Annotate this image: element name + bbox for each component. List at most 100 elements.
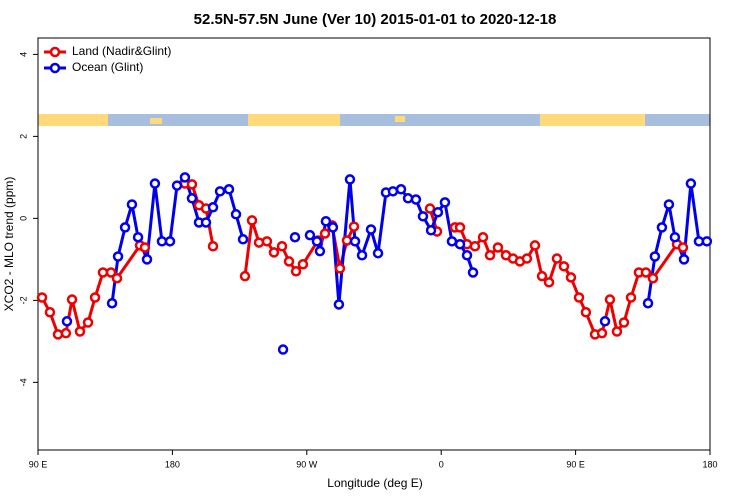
data-point xyxy=(304,229,316,241)
data-point xyxy=(246,215,258,226)
data-point xyxy=(551,253,563,264)
data-point xyxy=(268,247,280,258)
data-point xyxy=(424,203,436,214)
data-point xyxy=(52,329,64,340)
data-point xyxy=(283,256,295,267)
data-point xyxy=(599,316,611,327)
data-point xyxy=(536,270,548,282)
data-point xyxy=(701,236,713,247)
data-point xyxy=(276,241,288,252)
data-point xyxy=(469,241,481,252)
data-point xyxy=(484,250,496,261)
data-point xyxy=(311,236,323,247)
data-point xyxy=(111,272,123,284)
data-point xyxy=(348,221,360,232)
data-point xyxy=(669,231,681,243)
data-point xyxy=(611,326,623,337)
legend-label: Land (Nadir&Glint) xyxy=(72,44,171,58)
y-tick-label: -4 xyxy=(18,378,28,386)
data-point xyxy=(126,199,138,210)
data-point xyxy=(36,292,48,303)
data-point xyxy=(44,307,56,318)
y-tick-label: 4 xyxy=(18,52,28,57)
data-point xyxy=(200,217,212,228)
data-point xyxy=(618,317,630,328)
data-point xyxy=(164,236,176,247)
data-point xyxy=(454,238,466,250)
data-point xyxy=(521,253,533,264)
data-point xyxy=(604,294,616,305)
data-point xyxy=(289,231,301,243)
data-point xyxy=(314,245,326,257)
x-tick-label: 180 xyxy=(702,459,717,469)
data-point xyxy=(387,186,399,197)
data-point xyxy=(558,261,570,272)
data-point xyxy=(277,344,289,355)
data-point xyxy=(677,242,689,253)
data-point xyxy=(356,250,368,261)
data-point xyxy=(685,178,697,189)
x-tick-label: 90 E xyxy=(29,459,48,469)
y-tick-label: 0 xyxy=(18,216,28,221)
data-point xyxy=(74,326,86,337)
data-point xyxy=(344,174,356,185)
data-point xyxy=(349,236,361,247)
data-point xyxy=(141,254,153,265)
data-point xyxy=(290,266,302,277)
data-point xyxy=(207,241,219,252)
data-point xyxy=(372,247,384,259)
data-point xyxy=(341,235,353,246)
data-point xyxy=(186,193,198,204)
data-point xyxy=(156,236,168,247)
y-tick-label: -2 xyxy=(18,296,28,304)
data-point xyxy=(642,297,654,309)
x-tick-label: 90 E xyxy=(566,459,585,469)
data-point xyxy=(402,193,414,204)
x-tick-label: 0 xyxy=(439,459,444,469)
data-point xyxy=(237,234,249,245)
data-point xyxy=(207,202,219,213)
data-point xyxy=(647,272,659,284)
data-point xyxy=(132,231,144,243)
data-point xyxy=(565,272,577,283)
x-tick-label: 180 xyxy=(165,459,180,469)
data-point xyxy=(410,194,422,205)
data-point xyxy=(60,327,72,339)
data-point xyxy=(327,222,339,233)
data-point xyxy=(461,250,473,261)
data-point xyxy=(640,267,652,278)
data-point xyxy=(97,267,109,278)
y-axis-label: XCO2 - MLO trend (ppm) xyxy=(2,177,16,312)
data-point xyxy=(467,267,479,278)
x-axis-label: Longitude (deg E) xyxy=(327,476,422,490)
legend-marker xyxy=(49,46,61,58)
legend-marker xyxy=(49,62,61,74)
x-tick-label: 90 W xyxy=(296,459,318,469)
data-point xyxy=(230,209,242,220)
data-point xyxy=(492,242,504,253)
data-point xyxy=(61,316,73,327)
data-point xyxy=(119,222,131,233)
data-point xyxy=(214,186,226,197)
data-point xyxy=(678,254,690,265)
data-point xyxy=(66,294,78,305)
land-ocean-strip xyxy=(38,114,710,126)
data-point xyxy=(239,270,251,282)
data-point xyxy=(446,236,458,247)
data-point xyxy=(82,317,94,328)
data-point xyxy=(439,197,451,208)
data-point xyxy=(580,307,592,318)
data-point xyxy=(656,222,668,233)
data-point xyxy=(223,184,235,195)
legend-label: Ocean (Glint) xyxy=(72,60,143,74)
data-point xyxy=(543,277,555,288)
data-point xyxy=(320,215,332,227)
data-point xyxy=(186,179,198,190)
data-point xyxy=(663,199,675,210)
data-point xyxy=(573,292,585,303)
y-tick-label: 2 xyxy=(18,134,28,139)
chart-title: 52.5N-57.5N June (Ver 10) 2015-01-01 to … xyxy=(194,11,557,28)
data-point xyxy=(425,225,437,236)
data-point xyxy=(149,178,161,189)
